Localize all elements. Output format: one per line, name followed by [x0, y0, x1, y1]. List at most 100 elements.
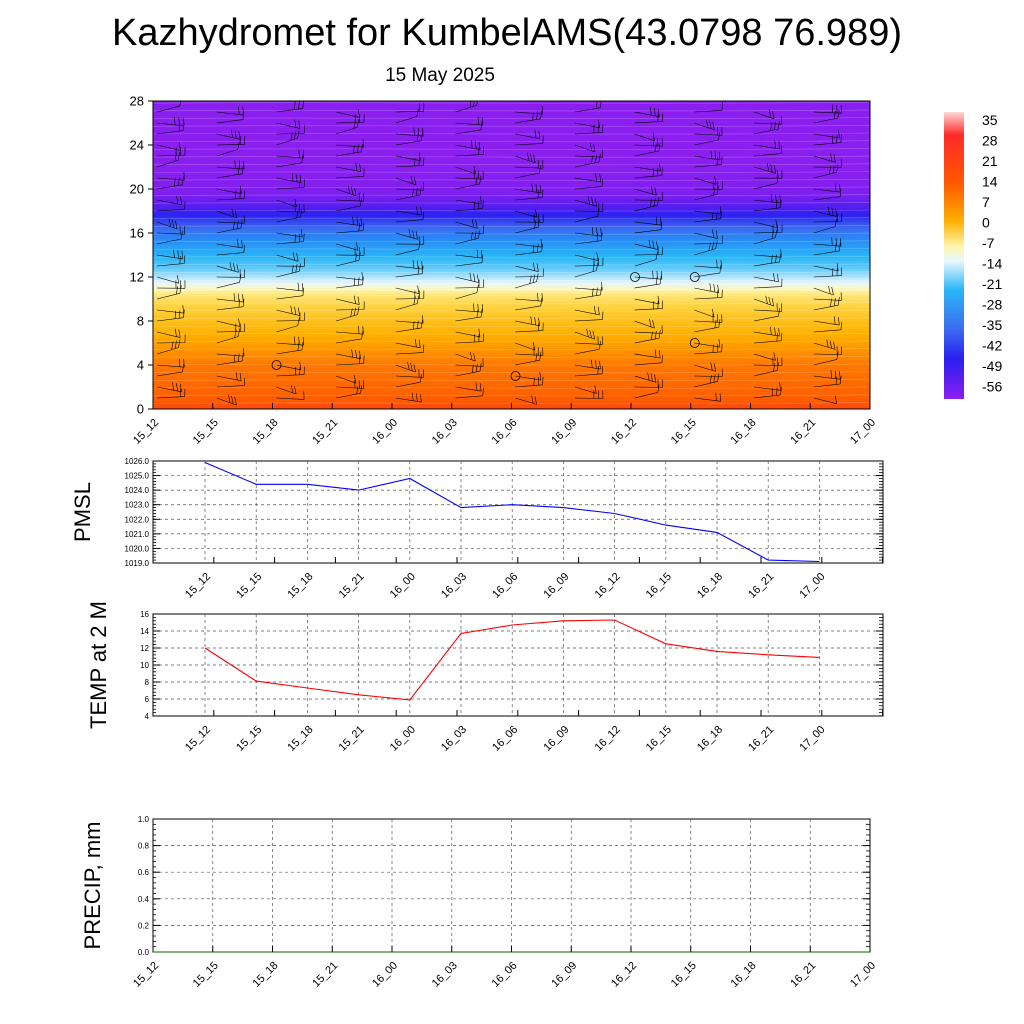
- wind-barb: [574, 365, 604, 377]
- wind-barb: [634, 192, 663, 201]
- wind-barb: [753, 273, 779, 283]
- wind-barb: [156, 176, 184, 190]
- wind-barb: [574, 153, 601, 168]
- wind-barb: [753, 295, 775, 307]
- wind-barb: [574, 311, 604, 322]
- x-tick-label: 16_09: [549, 417, 579, 447]
- y-tick-label: 0.6: [138, 868, 150, 877]
- wind-barb: [156, 142, 181, 151]
- wind-barb: [276, 119, 301, 129]
- isotherm-line: [153, 394, 870, 397]
- y-tick-label: 12: [130, 270, 144, 285]
- calm-marker: [271, 360, 282, 370]
- wind-barb: [455, 195, 482, 205]
- isotherm-line: [153, 163, 870, 166]
- wind-barb: [336, 197, 362, 212]
- series-line: [204, 461, 820, 563]
- wind-barb: [873, 365, 900, 376]
- y-tick-label: 0.8: [138, 842, 150, 851]
- isotherm-line: [153, 132, 870, 135]
- x-tick-label: 15_12: [131, 960, 161, 990]
- wind-barb: [156, 285, 182, 300]
- x-tick-label: 16_15: [669, 960, 699, 990]
- temperature-band: [153, 207, 870, 212]
- y-tick-label: 6: [145, 695, 150, 704]
- wind-barb: [455, 225, 484, 234]
- wind-barb: [216, 190, 246, 201]
- wind-barb: [395, 132, 423, 146]
- wind-barb: [395, 127, 424, 137]
- wind-barb: [694, 176, 717, 185]
- wind-barb: [216, 318, 241, 327]
- cross-section-x-axis: 15_12 15_15 15_18 15_21 16_00 16_03 16_06 16_09…: [131, 403, 878, 447]
- y-tick-label: 1024.0: [125, 486, 150, 495]
- wind-barb: [515, 273, 539, 289]
- isotherm-line: [153, 348, 870, 351]
- wind-barb: [634, 107, 660, 117]
- temperature-band: [153, 191, 870, 195]
- y-tick-label: 1025.0: [125, 472, 150, 481]
- colorbar-label: -56: [982, 378, 1002, 394]
- y-tick-label: 0: [137, 402, 144, 417]
- temperature-band: [153, 229, 870, 234]
- wind-barb: [515, 164, 541, 179]
- wind-barb: [574, 119, 600, 128]
- wind-barb: [455, 254, 484, 267]
- y-tick-label: 14: [140, 627, 149, 636]
- y-tick-label: 1022.0: [125, 515, 150, 524]
- wind-barb: [694, 210, 722, 223]
- wind-barb: [574, 173, 601, 183]
- wind-barb: [336, 295, 360, 305]
- wind-barb: [753, 163, 777, 174]
- temperature-band: [153, 243, 870, 248]
- wind-barb: [694, 264, 722, 278]
- colorbar-label: 14: [982, 173, 998, 189]
- x-tick-label: 16_18: [729, 417, 759, 447]
- wind-barb: [395, 182, 424, 191]
- wind-barb: [216, 262, 239, 273]
- isotherm-line: [153, 340, 870, 343]
- colorbar: 35 28 21 14 7 0 -7 -14 -21 -28 -35 -42 -49 -56: [944, 112, 1002, 399]
- wind-barb: [156, 305, 184, 314]
- wind-barb: [455, 284, 479, 300]
- x-tick-label: 15_18: [285, 724, 315, 754]
- colorbar-labels: 35 28 21 14 7 0 -7 -14 -21 -28 -35 -42 -49 -56: [982, 112, 1002, 394]
- wind-barb: [813, 104, 842, 114]
- isotherm-line: [153, 155, 870, 158]
- temperature-band: [153, 320, 870, 325]
- wind-barb: [455, 146, 484, 157]
- wind-barb: [873, 329, 894, 338]
- x-tick-label: 15_21: [310, 417, 340, 447]
- wind-barb: [634, 270, 663, 280]
- temperature-band: [153, 381, 870, 385]
- wind-barb: [574, 124, 604, 135]
- wind-barb: [515, 219, 540, 234]
- wind-barb: [276, 252, 299, 262]
- wind-barb: [216, 215, 245, 224]
- wind-barb: [753, 116, 783, 125]
- wind-barb: [276, 287, 304, 300]
- wind-barb: [216, 377, 245, 388]
- wind-barb: [694, 119, 715, 131]
- temperature-band: [153, 163, 870, 168]
- wind-barb: [694, 309, 715, 318]
- temperature-band: [153, 119, 870, 124]
- wind-barb: [395, 103, 425, 113]
- temperature-band: [153, 246, 870, 250]
- wind-barb: [276, 125, 305, 135]
- isotherm-line: [153, 148, 870, 150]
- x-tick-label: 15_18: [251, 960, 281, 990]
- wind-barb: [156, 363, 184, 377]
- wind-barb: [455, 351, 476, 362]
- wind-barb: [455, 272, 479, 283]
- wind-barb: [395, 236, 425, 245]
- wind-barb: [694, 181, 723, 190]
- wind-barb: [694, 235, 723, 245]
- wind-barb: [694, 156, 723, 168]
- temperature-band: [153, 265, 870, 270]
- wind-barb: [216, 208, 238, 219]
- temperature-band: [153, 364, 870, 369]
- wind-barb: [336, 139, 364, 148]
- wind-barb: [455, 333, 484, 344]
- temperature-band: [153, 273, 870, 278]
